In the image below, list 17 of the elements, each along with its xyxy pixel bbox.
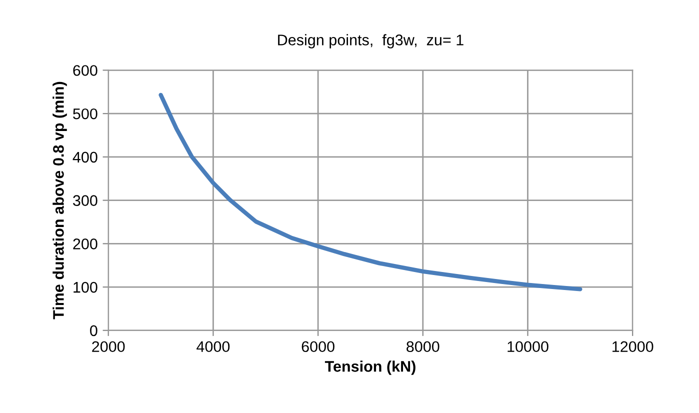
y-tick-label: 100 [74,282,98,293]
y-axis-title: Time duration above 0.8 vp (min) [52,82,67,320]
x-tick-label: 8000 [406,341,440,352]
y-tick-label: 400 [72,152,98,163]
x-tick-label: 4000 [196,341,230,352]
y-tick-label: 0 [90,325,98,336]
y-tick-label: 300 [73,195,98,206]
y-tick-label: 200 [73,238,98,250]
x-axis-title: Tension (kN) [324,360,416,375]
x-tick-label: 2000 [92,341,125,352]
chart-title: Design points, fg3w, zu= 1 [278,34,464,48]
x-tick-label: 10000 [508,341,548,352]
y-tick-label: 600 [73,65,98,76]
y-tick-label: 500 [73,108,98,120]
x-tick-label: 6000 [302,341,334,352]
x-tick-label: 12000 [612,341,654,352]
line-series [158,92,582,292]
